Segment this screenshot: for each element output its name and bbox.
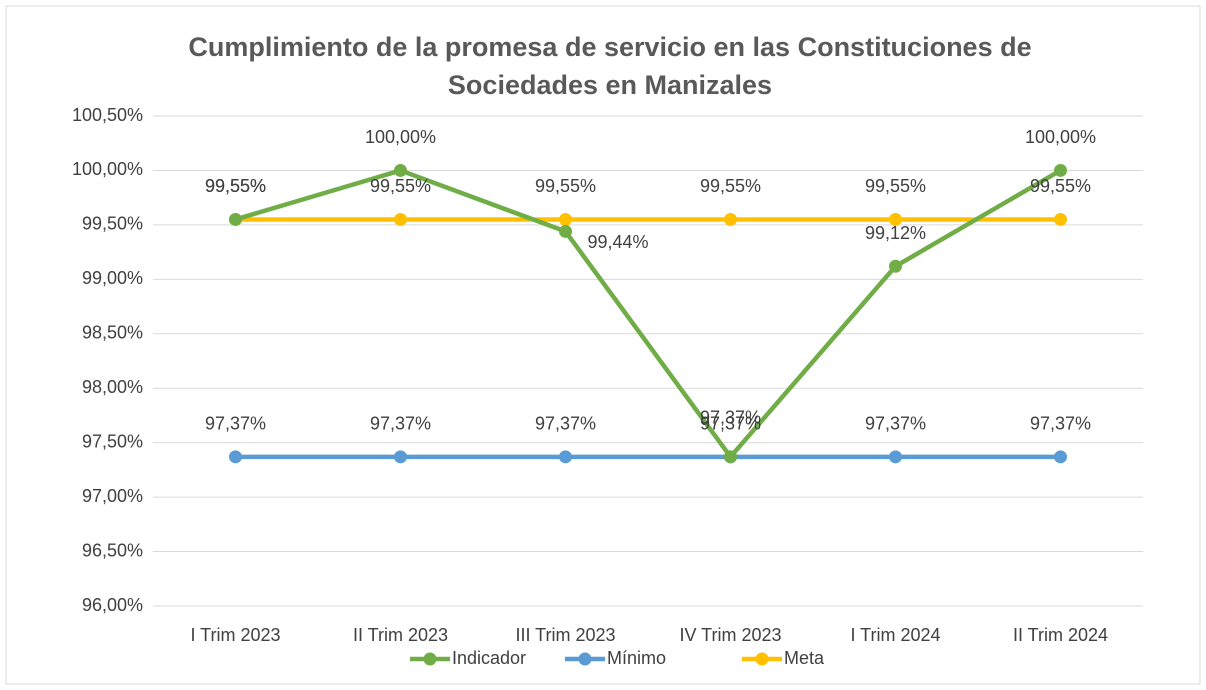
point xyxy=(394,450,407,464)
data-label: 100,00% xyxy=(365,127,436,147)
point xyxy=(229,212,242,226)
data-label: 99,12% xyxy=(865,223,926,243)
data-label: 97,37% xyxy=(370,414,431,434)
point xyxy=(724,450,737,464)
data-label: 99,55% xyxy=(370,176,431,196)
legend-marker xyxy=(755,652,769,666)
point xyxy=(1054,450,1067,464)
data-label: 99,55% xyxy=(700,176,761,196)
series-line xyxy=(234,168,1062,460)
y-tick-label: 100,50% xyxy=(72,105,143,125)
x-tick-label: II Trim 2024 xyxy=(1013,625,1108,645)
data-label: 99,44% xyxy=(588,232,649,252)
point xyxy=(889,212,902,226)
point xyxy=(394,163,407,177)
point xyxy=(889,450,902,464)
y-tick-label: 98,50% xyxy=(82,323,143,343)
x-tick-label: II Trim 2023 xyxy=(353,625,448,645)
point xyxy=(1054,163,1067,177)
point xyxy=(1054,212,1067,226)
data-label: 97,37% xyxy=(535,414,596,434)
point xyxy=(559,450,572,464)
point xyxy=(724,212,737,226)
point xyxy=(559,224,572,238)
y-tick-label: 97,50% xyxy=(82,431,143,451)
data-label: 99,55% xyxy=(205,176,266,196)
y-tick-label: 98,00% xyxy=(82,377,143,397)
point xyxy=(394,212,407,226)
data-label: 97,37% xyxy=(865,414,926,434)
y-tick-label: 97,00% xyxy=(82,486,143,506)
chart-border xyxy=(5,5,1201,685)
data-label: 100,00% xyxy=(1025,127,1096,147)
legend-label: Indicador xyxy=(452,648,526,668)
y-tick-label: 96,00% xyxy=(82,595,143,615)
y-tick-label: 99,00% xyxy=(82,268,143,288)
data-label: 97,37% xyxy=(1030,414,1091,434)
point xyxy=(559,212,572,226)
legend-marker xyxy=(423,652,437,666)
data-label: 99,55% xyxy=(535,176,596,196)
y-tick-label: 99,50% xyxy=(82,214,143,234)
data-label: 99,55% xyxy=(1030,176,1091,196)
x-tick-label: I Trim 2023 xyxy=(190,625,280,645)
chart-title: Cumplimiento de la promesa de servicio e… xyxy=(188,32,1032,100)
data-label: 97,37% xyxy=(205,414,266,434)
x-tick-label: I Trim 2024 xyxy=(850,625,940,645)
y-tick-label: 100,00% xyxy=(72,159,143,179)
data-label: 99,55% xyxy=(205,176,266,196)
y-tick-label: 96,50% xyxy=(82,540,143,560)
point xyxy=(229,450,242,464)
data-label: 97,37% xyxy=(700,408,761,428)
legend-marker xyxy=(578,652,592,666)
x-tick-label: IV Trim 2023 xyxy=(679,625,781,645)
x-tick-label: III Trim 2023 xyxy=(515,625,615,645)
data-label: 97,37% xyxy=(700,414,761,434)
legend-label: Mínimo xyxy=(607,648,666,668)
point xyxy=(889,259,902,273)
data-label: 99,55% xyxy=(865,176,926,196)
legend-label: Meta xyxy=(784,648,825,668)
